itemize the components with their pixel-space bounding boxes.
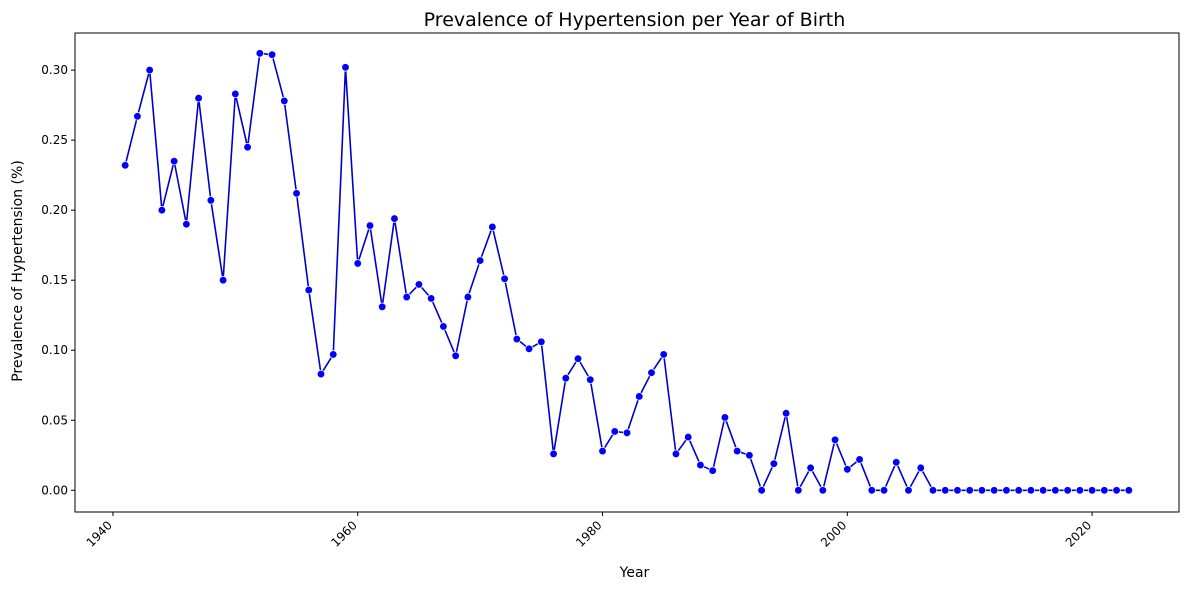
data-point — [990, 486, 999, 495]
data-point — [231, 89, 240, 99]
data-point — [1124, 486, 1133, 495]
data-point — [1100, 486, 1109, 495]
data-point — [512, 334, 521, 344]
data-point — [598, 446, 607, 456]
data-point — [647, 368, 656, 377]
data-point — [316, 369, 326, 379]
data-point — [1051, 486, 1060, 495]
data-point — [341, 63, 350, 72]
y-tick-label: 0.25 — [41, 133, 68, 147]
data-point — [745, 451, 754, 460]
data-point — [696, 460, 705, 470]
data-point — [1026, 486, 1036, 495]
x-axis-title: Year — [619, 565, 650, 581]
data-point — [573, 354, 583, 363]
data-point — [830, 435, 840, 445]
data-point — [488, 222, 497, 232]
y-tick-label: 0.05 — [41, 413, 68, 427]
data-point — [1038, 486, 1048, 495]
data-point — [977, 486, 987, 495]
data-point — [586, 375, 595, 384]
data-point — [243, 142, 252, 152]
data-point — [402, 292, 411, 302]
data-point — [708, 466, 717, 475]
y-axis-title: Prevalence of Hypertension (%) — [10, 160, 26, 382]
data-point — [879, 486, 889, 495]
y-tick-label: 0.30 — [41, 63, 68, 77]
data-point — [843, 465, 852, 474]
data-point — [720, 413, 730, 422]
data-point — [928, 486, 938, 495]
data-point — [818, 486, 827, 495]
data-point — [916, 463, 925, 473]
data-point — [365, 221, 375, 230]
data-point — [463, 292, 473, 302]
data-point — [524, 344, 534, 353]
data-point — [390, 214, 399, 223]
data-point — [157, 206, 167, 215]
data-point — [292, 189, 301, 198]
data-point — [439, 322, 448, 331]
data-point — [378, 302, 387, 311]
data-point — [659, 350, 668, 359]
data-point — [353, 259, 362, 268]
data-point — [133, 112, 142, 121]
data-point — [145, 65, 154, 75]
data-point — [781, 409, 791, 418]
data-point — [304, 285, 313, 295]
data-point — [1112, 486, 1121, 495]
y-tick-label: 0.00 — [41, 483, 68, 497]
data-point — [267, 50, 277, 59]
data-point — [733, 446, 742, 456]
data-point — [475, 256, 485, 265]
data-point — [549, 449, 558, 459]
data-point — [635, 392, 644, 401]
data-point — [1014, 486, 1023, 495]
data-point — [451, 351, 460, 360]
data-point — [329, 350, 338, 359]
data-point — [280, 96, 289, 106]
data-point — [757, 486, 766, 495]
data-point — [806, 463, 815, 473]
data-point — [867, 486, 876, 495]
data-point — [610, 427, 619, 436]
data-point — [169, 156, 179, 166]
data-point — [414, 280, 424, 289]
data-point — [1063, 486, 1072, 495]
data-point — [500, 274, 509, 283]
data-point — [892, 458, 901, 467]
data-point — [904, 486, 913, 495]
data-point — [537, 337, 546, 346]
data-point — [182, 220, 191, 229]
y-tick-label: 0.20 — [41, 203, 68, 217]
chart-title: Prevalence of Hypertension per Year of B… — [424, 9, 846, 31]
data-point — [965, 486, 974, 495]
data-point — [1002, 486, 1011, 495]
data-point — [769, 459, 779, 468]
data-point — [218, 276, 228, 285]
data-point — [561, 374, 570, 383]
data-point — [206, 196, 216, 205]
data-point — [684, 432, 693, 442]
y-tick-label: 0.15 — [41, 273, 68, 287]
y-tick-label: 0.10 — [41, 343, 68, 357]
data-point — [794, 486, 803, 495]
data-point — [121, 161, 130, 170]
data-point — [622, 428, 632, 438]
data-point — [671, 449, 681, 459]
data-point — [953, 486, 962, 495]
axes-frame — [74, 32, 1180, 513]
data-point — [855, 455, 864, 464]
data-point — [1075, 486, 1085, 495]
data-point — [255, 49, 264, 58]
data-point — [427, 294, 436, 303]
data-point — [194, 93, 203, 103]
data-point — [1087, 486, 1097, 495]
data-point — [941, 486, 950, 495]
